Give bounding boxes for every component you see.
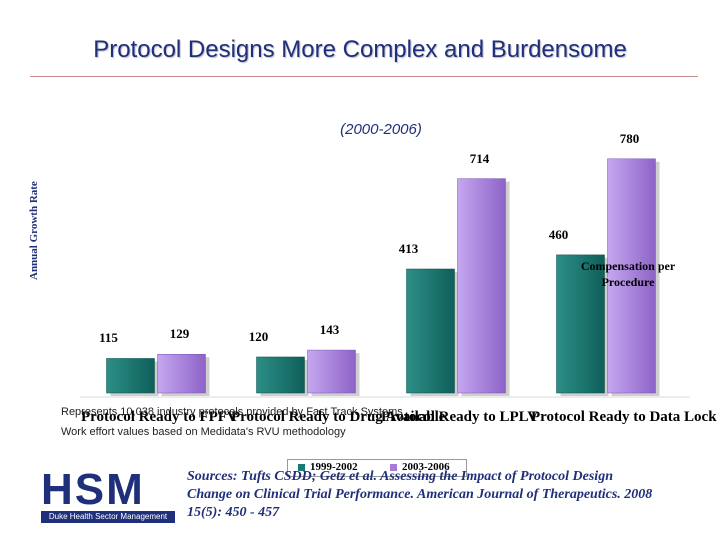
note-line-2: Work effort values based on Medidata's R… — [61, 426, 346, 438]
title-divider — [30, 76, 698, 77]
legend-swatch-1999-2002 — [298, 464, 305, 471]
legend-label-1999-2002: 1999-2002 — [310, 461, 358, 473]
sources-line-1: Sources: Tufts CSDD; Getz et al. Assessi… — [187, 469, 613, 484]
bar-1999-2002-2 — [406, 268, 455, 394]
bars-group — [80, 158, 690, 398]
logo-tagline: Duke Health Sector Management — [41, 511, 175, 523]
bar-1999-2002-0 — [106, 358, 155, 394]
value-label: 714 — [469, 150, 490, 166]
sources-line-2: Change on Clinical Trial Performance. Am… — [187, 487, 653, 502]
bar-2003-2006-1 — [307, 349, 356, 394]
value-label: 780 — [619, 130, 640, 146]
value-label: 143 — [319, 322, 340, 338]
value-label: 413 — [398, 240, 419, 256]
chart-legend: 1999-2002 2003-2006 — [287, 459, 467, 477]
value-label: 460 — [548, 226, 569, 242]
sources-line-3: 15(5): 450 - 457 — [187, 505, 280, 520]
note-line-1: Represents 10,038 industry protocols pro… — [61, 406, 403, 418]
value-label: 115 — [99, 330, 118, 346]
logo-letters: HSM — [41, 465, 145, 514]
bar-2003-2006-3 — [607, 158, 656, 394]
bar-1999-2002-3 — [556, 254, 605, 394]
category-label: Protocol Ready to FPFV — [81, 409, 238, 425]
sources-citation: Sources: Tufts CSDD; Getz et al. Assessi… — [187, 468, 720, 522]
chart-subtitle: (2000-2006) — [340, 121, 422, 138]
legend-label-2003-2006: 2003-2006 — [402, 461, 450, 473]
bar-2003-2006-2 — [457, 178, 506, 394]
category-label: Protocol Ready to Data Lock — [531, 409, 717, 425]
page-title: Protocol Designs More Complex and Burden… — [93, 36, 627, 63]
legend-swatch-2003-2006 — [390, 464, 397, 471]
category-label: Protocol Ready to LPLV — [381, 409, 539, 425]
value-label: 120 — [248, 328, 269, 344]
bar-2003-2006-0 — [157, 354, 206, 394]
value-label: 129 — [169, 326, 190, 342]
annotation-compensation: Compensation per Procedure — [580, 259, 676, 289]
bar-1999-2002-1 — [256, 356, 305, 394]
hsm-logo: HSM Duke Health Sector Management — [41, 468, 175, 524]
